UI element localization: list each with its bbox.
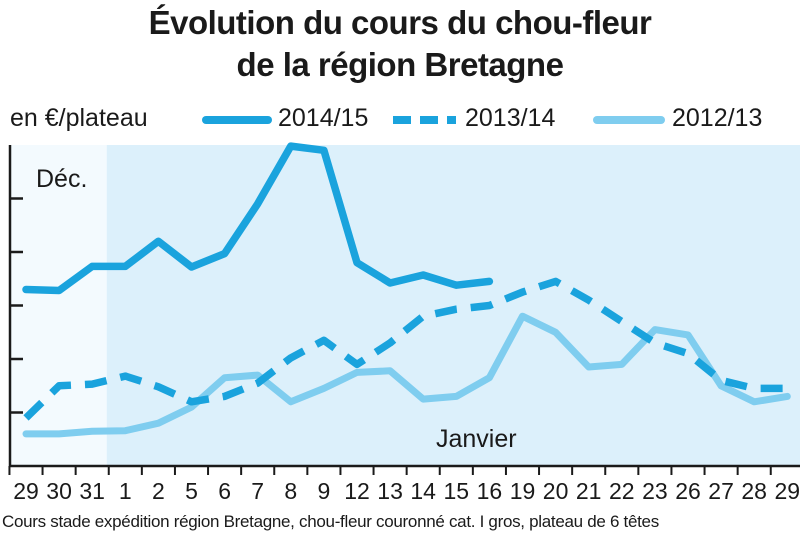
x-tick-label: 21 bbox=[576, 478, 602, 504]
december-annotation: Déc. bbox=[36, 165, 87, 193]
x-tick-label: 16 bbox=[477, 478, 503, 504]
x-tick-label: 15 bbox=[444, 478, 470, 504]
chart-title: Évolution du cours du chou-fleur de la r… bbox=[0, 2, 800, 86]
x-tick-label: 20 bbox=[543, 478, 569, 504]
x-tick-label: 30 bbox=[46, 478, 72, 504]
january-annotation: Janvier bbox=[436, 425, 517, 453]
series-line-2013-14 bbox=[23, 277, 788, 421]
y-axis-unit-label: en €/plateau bbox=[10, 104, 148, 132]
x-tick-label: 23 bbox=[642, 478, 668, 504]
x-tick-label: 14 bbox=[410, 478, 436, 504]
x-tick-label: 7 bbox=[251, 478, 264, 504]
x-tick-label: 1 bbox=[119, 478, 132, 504]
x-tick-label: 29 bbox=[13, 478, 39, 504]
footnote: Cours stade expédition région Bretagne, … bbox=[2, 512, 659, 531]
x-tick-label: 31 bbox=[79, 478, 105, 504]
plot-background-january bbox=[106, 145, 800, 466]
title-line-1: Évolution du cours du chou-fleur bbox=[148, 4, 652, 41]
x-tick-label: 2 bbox=[152, 478, 165, 504]
x-tick-label: 8 bbox=[284, 478, 297, 504]
legend-label-2012-13: 2012/13 bbox=[672, 104, 763, 132]
series-line-2014-15 bbox=[22, 142, 494, 295]
series-line-2012-13 bbox=[22, 312, 791, 438]
x-tick-label: 27 bbox=[708, 478, 734, 504]
x-tick-label: 6 bbox=[218, 478, 231, 504]
x-tick-label: 5 bbox=[185, 478, 198, 504]
legend-label-2014-15: 2014/15 bbox=[278, 104, 369, 132]
x-tick-label: 26 bbox=[675, 478, 701, 504]
x-tick-label: 29 bbox=[775, 478, 800, 504]
x-tick-label: 13 bbox=[377, 478, 403, 504]
legend-label-2013-14: 2013/14 bbox=[465, 104, 556, 132]
x-tick-label: 12 bbox=[344, 478, 370, 504]
x-tick-label: 9 bbox=[318, 478, 331, 504]
x-tick-label: 22 bbox=[609, 478, 635, 504]
title-line-2: de la région Bretagne bbox=[236, 46, 564, 83]
x-tick-label: 19 bbox=[510, 478, 536, 504]
plot-background-december bbox=[10, 145, 107, 466]
x-tick-label: 28 bbox=[741, 478, 767, 504]
